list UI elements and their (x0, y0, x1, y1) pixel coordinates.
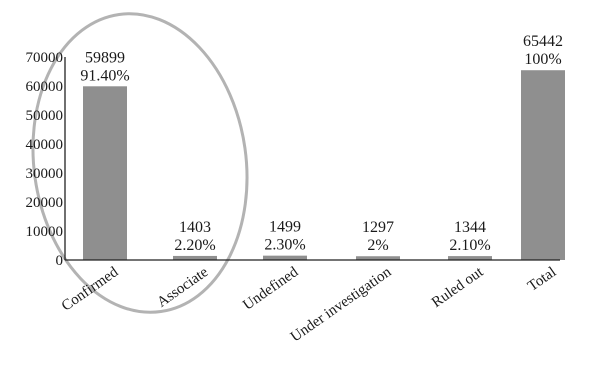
data-label-value: 59899 (85, 49, 125, 66)
data-label-value: 1344 (454, 219, 486, 236)
data-label-percent: 2.30% (264, 237, 305, 254)
y-tick-label: 30000 (26, 166, 64, 182)
bar (263, 255, 307, 260)
data-label-value: 65442 (523, 33, 563, 50)
data-label-percent: 2.10% (449, 237, 490, 254)
y-tick-label: 0 (56, 253, 64, 269)
y-tick-label: 50000 (26, 108, 64, 124)
annotation-layer (31, 12, 249, 314)
bar (173, 255, 217, 260)
y-tick-label: 10000 (26, 224, 64, 240)
data-label-percent: 91.40% (80, 67, 129, 84)
data-label-percent: 2% (367, 237, 388, 254)
y-tick-label: 40000 (26, 137, 64, 153)
highlight-ellipse (31, 12, 249, 314)
bars-layer (83, 70, 565, 260)
axis-layer (64, 57, 560, 261)
x-category-label: Ruled out (429, 264, 487, 311)
data-label-percent: 100% (524, 51, 561, 68)
bar (356, 256, 400, 260)
data-label-value: 1297 (362, 219, 394, 236)
data-label-value: 1499 (269, 219, 301, 236)
x-category-label: Confirmed (59, 264, 122, 315)
data-label-percent: 2.20% (174, 237, 215, 254)
bar (83, 86, 127, 260)
y-tick-label: 20000 (26, 195, 64, 211)
bar (521, 70, 565, 260)
y-tick-labels: 0 10000 20000 30000 40000 50000 60000 70000 (26, 50, 64, 269)
data-label-value: 1403 (179, 219, 211, 236)
y-tick-label: 70000 (26, 50, 64, 66)
y-tick-label: 60000 (26, 79, 64, 95)
x-category-label: Under investigation (288, 264, 395, 345)
x-category-label: Undefined (240, 264, 301, 314)
bar (448, 256, 492, 260)
x-category-label: Total (525, 264, 559, 295)
